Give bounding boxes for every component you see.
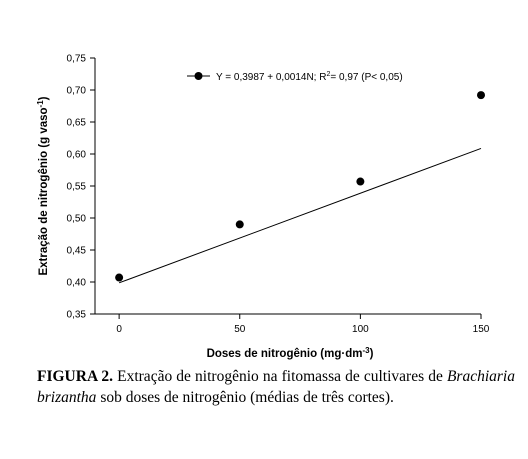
x-tick-label: 150 <box>473 324 490 335</box>
x-axis-title: Doses de nitrogênio (mg·dm-3) <box>207 346 374 360</box>
caption-text-start: Extração de nitrogênio na fitomassa de c… <box>113 368 447 385</box>
y-tick-label: 0,50 <box>67 214 87 225</box>
y-tick-label: 0,40 <box>67 278 87 289</box>
y-tick-label: 0,35 <box>67 310 87 321</box>
y-tick-label: 0,60 <box>67 150 87 161</box>
y-tick-label: 0,65 <box>67 118 87 129</box>
species-name: Brachiaria brizantha <box>37 368 515 406</box>
x-tick-label: 50 <box>234 324 246 335</box>
legend-label: Y = 0,3987 + 0,0014N; R2= 0,97 (P< 0,05) <box>216 71 403 83</box>
legend-marker <box>194 72 203 80</box>
caption-text-end: sob doses de nitrogênio (médias de três … <box>96 389 394 406</box>
regression-line <box>118 147 482 284</box>
x-tick-label: 100 <box>352 324 369 335</box>
y-axis: 0,35 0,40 0,45 0,50 0,55 0,60 0,65 0,70 0,75 <box>67 54 96 321</box>
scatter-chart: 0,35 0,40 0,45 0,50 0,55 0,60 0,65 0,70 0,75 0 50… <box>36 54 490 361</box>
figure-label: FIGURA 2. <box>37 368 114 385</box>
data-point <box>477 91 485 100</box>
y-tick-label: 0,75 <box>67 54 87 65</box>
plot-area <box>115 91 485 284</box>
x-tick-label: 0 <box>116 324 122 335</box>
y-tick-label: 0,70 <box>67 86 87 97</box>
y-tick-label: 0,55 <box>67 182 87 193</box>
data-point <box>356 177 365 186</box>
figure-caption: FIGURA 2. Extração de nitrogênio na fito… <box>37 366 515 408</box>
x-axis: 0 50 100 150 <box>95 313 490 335</box>
legend: Y = 0,3987 + 0,0014N; R2= 0,97 (P< 0,05) <box>187 71 403 83</box>
y-tick-label: 0,45 <box>67 246 87 257</box>
y-axis-title: Extração de nitrogênio (g vaso-1) <box>36 96 50 275</box>
data-point <box>235 220 244 229</box>
data-point <box>115 273 124 282</box>
